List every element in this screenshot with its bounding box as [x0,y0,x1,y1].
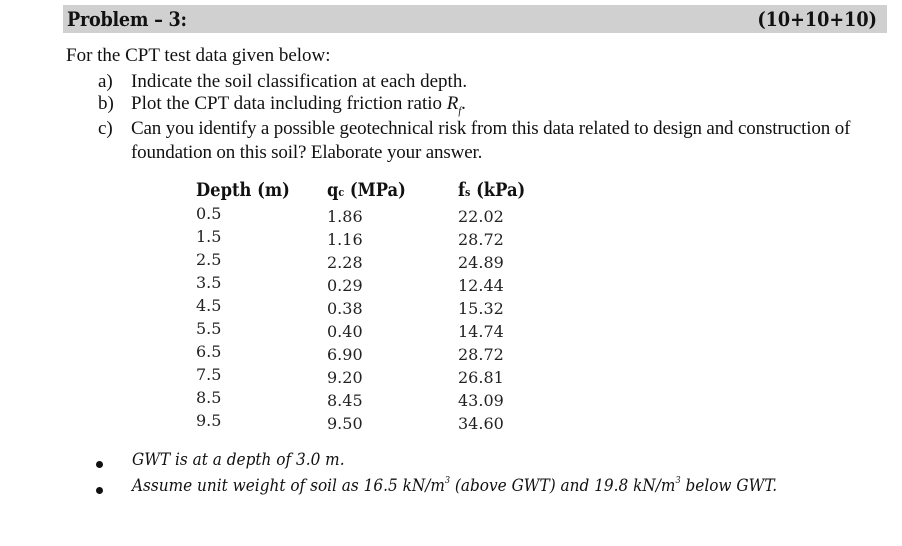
fs-symbol: f [458,179,466,201]
fs-cell: 22.02 [458,207,504,226]
qc-column: qc (MPa) 1.86 1.16 2.28 0.29 0.38 0.40 6… [327,178,419,435]
qc-cell: 9.20 [327,368,363,387]
qc-cell: 0.29 [327,276,363,295]
problem-marks: (10+10+10) [757,7,877,31]
depth-cell: 0.5 [196,204,222,223]
question-b-text-wrap: Plot the CPT data including friction rat… [131,92,466,124]
bullet-icon [96,461,103,468]
depth-cell: 7.5 [196,365,222,384]
question-c-text: Can you identify a possible geotechnical… [131,118,851,163]
question-a-letter: a) [98,71,113,92]
note-part2: (above GWT) and 19.8 kN/m [450,476,676,496]
fs-cell: 15.32 [458,299,504,318]
fs-cell: 34.60 [458,414,504,433]
qc-unit: (MPa) [344,179,406,201]
question-a: a) Indicate the soil classification at e… [98,70,878,94]
question-c-letter: c) [98,118,113,139]
depth-cell: 6.5 [196,342,222,361]
qc-cell: 1.16 [327,230,363,249]
question-b-suffix: . [461,93,466,114]
bullet-icon [96,487,103,494]
fs-cell: 24.89 [458,253,504,272]
fs-cell: 12.44 [458,276,504,295]
fs-cell: 43.09 [458,391,504,410]
question-a-text: Indicate the soil classification at each… [131,71,468,92]
depth-cell: 1.5 [196,227,222,246]
qc-cell: 9.50 [327,414,363,433]
qc-header: qc (MPa) [327,178,406,205]
depth-cell: 9.5 [196,411,222,430]
qc-symbol: q [327,179,339,201]
depth-cell: 3.5 [196,273,222,292]
qc-cell: 0.38 [327,299,363,318]
fs-cell: 14.74 [458,322,504,341]
qc-cell: 8.45 [327,391,363,410]
depth-column: Depth (m) 0.5 1.5 2.5 3.5 4.5 5.5 6.5 7.… [196,178,305,432]
note-gwt-text: GWT is at a depth of 3.0 m. [132,450,345,470]
note-part3: below GWT. [680,476,778,496]
problem-header: Problem – 3: (10+10+10) [63,5,887,33]
note-sup1: 3 [444,476,451,486]
friction-ratio-subscript: f [458,105,462,117]
problem-title: Problem – 3: [67,7,187,31]
qc-cell: 2.28 [327,253,363,272]
friction-ratio-letter: R [446,93,459,114]
depth-header: Depth (m) [196,179,290,201]
fs-cell: 26.81 [458,368,504,387]
question-b: b) Plot the CPT data including friction … [98,92,878,117]
question-c: c) Can you identify a possible geotechni… [98,117,888,167]
fs-unit: (kPa) [470,179,526,201]
qc-cell: 0.40 [327,322,363,341]
fs-column: fs (kPa) 22.02 28.72 24.89 12.44 15.32 1… [458,178,536,435]
fs-subscript: s [465,186,471,199]
qc-cell: 1.86 [327,207,363,226]
depth-cell: 8.5 [196,388,222,407]
fs-header: fs (kPa) [458,178,525,205]
depth-cell: 4.5 [196,296,222,315]
qc-subscript: c [338,186,345,199]
note-unit-weight-text: Assume unit weight of soil as 16.5 kN/m3… [132,476,777,496]
qc-cell: 6.90 [327,345,363,364]
depth-cell: 2.5 [196,250,222,269]
depth-cell: 5.5 [196,319,222,338]
question-b-letter: b) [98,93,114,114]
note-sup2: 3 [675,476,681,486]
fs-cell: 28.72 [458,345,504,364]
fs-cell: 28.72 [458,230,504,249]
intro-text: For the CPT test data given below: [66,45,331,66]
friction-ratio-symbol: Rf [446,93,462,117]
note-part1: Assume unit weight of soil as 16.5 kN/m [132,476,445,496]
question-b-text: Plot the CPT data including friction rat… [131,93,447,114]
